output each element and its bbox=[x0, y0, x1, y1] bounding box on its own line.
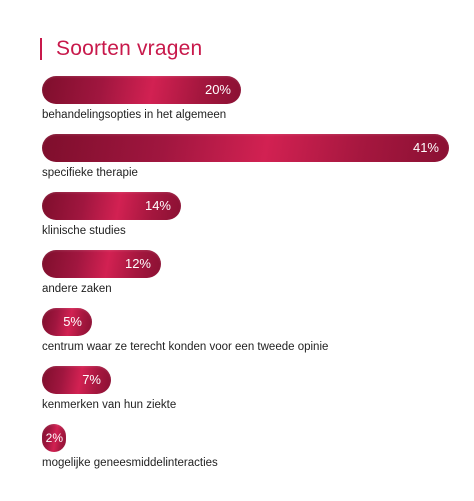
category-label: specifieke therapie bbox=[42, 167, 138, 179]
bar: 12% bbox=[42, 250, 161, 278]
bar: 2% bbox=[42, 424, 66, 452]
bar-value-label: 14% bbox=[144, 198, 171, 213]
bar-row: 7% kenmerken van hun ziekte bbox=[42, 366, 176, 411]
bar-row: 5% centrum waar ze terecht konden voor ee… bbox=[42, 308, 328, 353]
category-label: behandelingsopties in het algemeen bbox=[42, 109, 227, 121]
category-label: mogelijke geneesmiddelinteracties bbox=[42, 457, 218, 469]
chart-title-block: Soorten vragen bbox=[40, 36, 202, 62]
bar-row: 20% behandelingsopties in het algemeen bbox=[42, 76, 241, 121]
category-label: klinische studies bbox=[42, 225, 126, 237]
bar: 7% bbox=[42, 366, 111, 394]
bar-value-label: 7% bbox=[82, 372, 101, 387]
bar: 41% bbox=[42, 134, 449, 162]
bar-row: 41% specifieke therapie bbox=[42, 134, 449, 179]
bar-value-label: 41% bbox=[412, 140, 439, 155]
title-accent-rule bbox=[40, 38, 42, 60]
bar-row: 12% andere zaken bbox=[42, 250, 161, 295]
bar-row: 14% klinische studies bbox=[42, 192, 181, 237]
category-label: kenmerken van hun ziekte bbox=[42, 399, 177, 411]
chart-title: Soorten vragen bbox=[56, 37, 203, 60]
bar-value-label: 5% bbox=[63, 314, 82, 329]
bar-value-label: 20% bbox=[204, 82, 231, 97]
bar: 14% bbox=[42, 192, 181, 220]
category-label: centrum waar ze terecht konden voor een … bbox=[42, 341, 329, 353]
bar-row: 2% mogelijke geneesmiddelinteracties bbox=[42, 424, 218, 469]
category-label: andere zaken bbox=[42, 283, 112, 295]
bar-value-label: 2% bbox=[45, 431, 63, 445]
bar: 20% bbox=[42, 76, 241, 104]
bar: 5% bbox=[42, 308, 92, 336]
bar-value-label: 12% bbox=[124, 256, 151, 271]
